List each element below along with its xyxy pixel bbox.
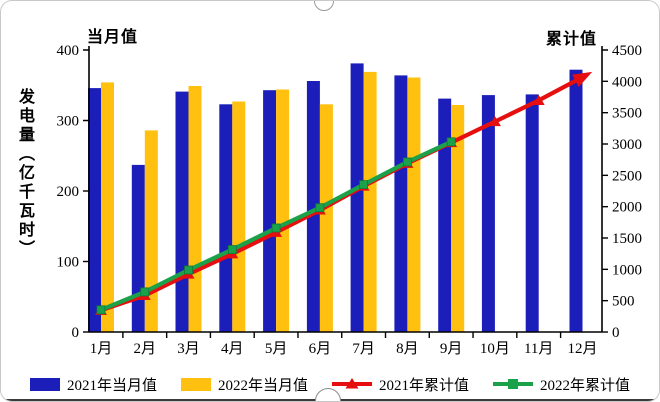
x-axis-month-label: 7月 <box>352 341 375 357</box>
x-axis-month-label: 8月 <box>396 341 419 357</box>
x-axis-month-label: 9月 <box>440 341 463 357</box>
square-marker-2022-cumulative <box>227 245 237 254</box>
square-marker-2022-cumulative <box>140 287 150 297</box>
square-marker-2022-cumulative <box>96 305 106 315</box>
right-axis-tick-label: 3500 <box>612 106 642 122</box>
legend-triangle-marker-icon <box>345 378 359 389</box>
legend-square-marker-icon <box>508 379 519 389</box>
left-axis-tick-label: 400 <box>57 43 80 59</box>
x-axis-month-label: 1月 <box>90 341 113 357</box>
arrow-end-marker-2021-cumulative <box>572 71 593 88</box>
legend-label: 2022年当月值 <box>217 377 308 394</box>
legend-bar-swatch-icon <box>29 377 60 391</box>
bar-2021-monthly <box>481 95 495 332</box>
right-axis-tick-label: 3000 <box>612 137 642 153</box>
chart-plot-canvas: 0100200300400050010001500200025003000350… <box>57 43 643 357</box>
left-axis-title: 当月值 <box>87 29 139 46</box>
right-axis-tick-label: 2000 <box>612 200 642 216</box>
bar-2021-monthly <box>175 91 189 332</box>
legend-line-swatch-icon <box>332 378 372 389</box>
legend-item-0: 2021年当月值 <box>29 374 157 395</box>
x-axis-month-label: 10月 <box>480 341 510 357</box>
square-marker-2022-cumulative <box>271 223 281 233</box>
bar-2021-monthly <box>350 63 364 333</box>
left-axis-tick-label: 200 <box>57 184 80 200</box>
right-axis-tick-label: 0 <box>612 325 620 341</box>
right-axis-tick-label: 500 <box>612 294 635 310</box>
bar-2021-monthly <box>306 81 320 332</box>
bar-2022-monthly <box>363 71 377 333</box>
bar-2022-monthly <box>188 86 202 332</box>
bar-2022-monthly <box>451 105 465 332</box>
x-axis-month-label: 2月 <box>134 341 157 357</box>
square-marker-2022-cumulative <box>315 203 325 213</box>
triangle-marker-2021-cumulative <box>532 94 545 105</box>
x-axis-month-label: 6月 <box>309 341 332 357</box>
legend-label: 2022年累计值 <box>540 377 631 394</box>
square-marker-2022-cumulative <box>184 265 193 275</box>
left-axis-tick-label: 300 <box>57 114 80 130</box>
bar-2021-monthly <box>569 69 583 332</box>
bar-2021-monthly <box>88 88 101 332</box>
legend-label: 2021年当月值 <box>66 377 157 394</box>
x-axis-month-label: 11月 <box>524 341 553 357</box>
legend-line-swatch-icon <box>493 379 534 389</box>
square-marker-2022-cumulative <box>359 180 369 190</box>
square-marker-2022-cumulative <box>446 137 456 147</box>
x-axis-month-label: 4月 <box>221 341 244 357</box>
bar-2022-monthly <box>276 89 290 332</box>
left-axis-tick-label: 100 <box>57 255 80 271</box>
x-axis-month-label: 12月 <box>567 341 597 357</box>
right-axis-tick-label: 2500 <box>612 168 642 184</box>
chart-legend: 2021年当月值 2022年当月值 2021年累计值 2022年累计值 <box>1 372 659 396</box>
legend-item-2: 2021年累计值 <box>332 374 469 395</box>
bar-2022-monthly <box>407 77 421 332</box>
legend-label: 2021年累计值 <box>379 377 470 394</box>
legend-item-1: 2022年当月值 <box>180 374 308 395</box>
x-axis-month-label: 5月 <box>265 341 288 357</box>
right-axis-tick-label: 1500 <box>612 231 642 247</box>
right-axis-title: 累计值 <box>545 31 597 48</box>
left-axis-tick-label: 0 <box>72 325 80 341</box>
square-marker-2022-cumulative <box>402 157 412 167</box>
legend-bar-swatch-icon <box>180 377 211 391</box>
triangle-marker-2021-cumulative <box>488 116 501 127</box>
bar-2021-monthly <box>263 90 277 332</box>
y-axis-label: 发电量（亿千瓦时） <box>16 88 33 259</box>
bar-2022-monthly <box>101 82 114 333</box>
bar-2021-monthly <box>525 94 539 333</box>
legend-item-3: 2022年累计值 <box>493 374 630 395</box>
bar-2021-monthly <box>219 104 233 332</box>
bar-2022-monthly <box>144 130 158 332</box>
bar-2021-monthly <box>131 164 145 332</box>
bar-2021-monthly <box>394 75 408 333</box>
bar-2021-monthly <box>438 98 452 332</box>
bar-2022-monthly <box>319 104 333 332</box>
right-axis-tick-label: 4500 <box>612 43 642 59</box>
right-axis-tick-label: 1000 <box>612 262 642 278</box>
x-axis-month-label: 3月 <box>177 341 200 357</box>
right-axis-tick-label: 4000 <box>612 74 642 90</box>
bar-2022-monthly <box>232 101 246 332</box>
